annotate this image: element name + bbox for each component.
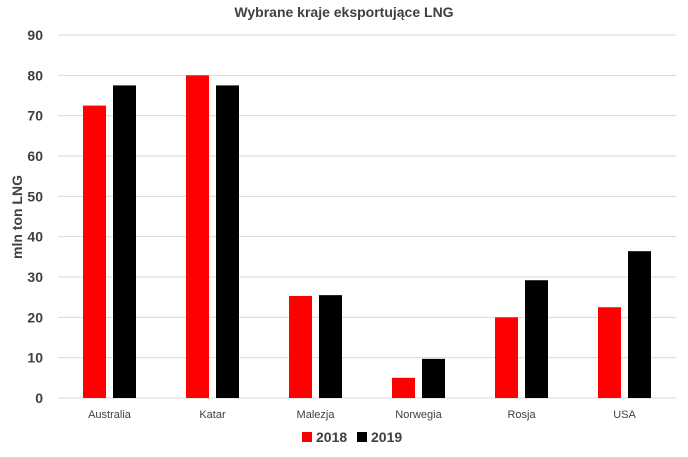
x-tick-label: USA <box>613 409 636 421</box>
x-axis-ticks: Australia Katar Malezja Norwegia Rosja USA <box>88 409 636 421</box>
bar-2018-norwegia <box>392 377 415 398</box>
bar-2019-malezja <box>319 295 342 398</box>
bar-2018-katar <box>186 75 209 398</box>
legend-swatch-2018 <box>302 432 312 442</box>
bar-2018-usa <box>598 307 621 398</box>
y-tick-label: 70 <box>27 108 43 124</box>
x-tick-label: Malezja <box>297 409 336 421</box>
gridlines <box>58 34 676 399</box>
x-tick-label: Rosja <box>507 409 536 421</box>
x-tick-label: Australia <box>88 409 132 421</box>
y-tick-label: 20 <box>27 309 43 325</box>
bar-2018-malezja <box>289 295 312 398</box>
y-tick-label: 60 <box>27 148 43 164</box>
y-tick-label: 10 <box>27 350 43 366</box>
chart-title: Wybrane kraje eksportujące LNG <box>234 4 453 20</box>
x-tick-label: Norwegia <box>395 409 442 421</box>
bar-2019-australia <box>113 85 136 399</box>
y-tick-label: 40 <box>27 229 43 245</box>
y-axis-ticks: 0 10 20 30 40 50 60 70 80 90 <box>27 27 43 406</box>
bar-2018-rosja <box>495 317 518 398</box>
y-tick-label: 50 <box>27 188 43 204</box>
y-tick-label: 90 <box>27 27 43 43</box>
bar-2018-australia <box>83 105 106 398</box>
x-tick-label: Katar <box>199 409 226 421</box>
bar-2019-rosja <box>525 280 548 398</box>
legend-label-2018: 2018 <box>316 429 347 445</box>
y-tick-label: 30 <box>27 269 43 285</box>
bar-2019-norwegia <box>422 358 445 398</box>
legend-swatch-2019 <box>357 432 367 442</box>
bar-2019-katar <box>216 85 239 399</box>
y-axis-label: mln ton LNG <box>9 175 25 259</box>
bar-2019-usa <box>628 251 651 398</box>
y-tick-label: 0 <box>35 390 43 406</box>
legend-label-2019: 2019 <box>371 429 402 445</box>
y-tick-label: 80 <box>27 67 43 83</box>
bars <box>83 75 651 399</box>
legend: 2018 2019 <box>302 429 402 445</box>
